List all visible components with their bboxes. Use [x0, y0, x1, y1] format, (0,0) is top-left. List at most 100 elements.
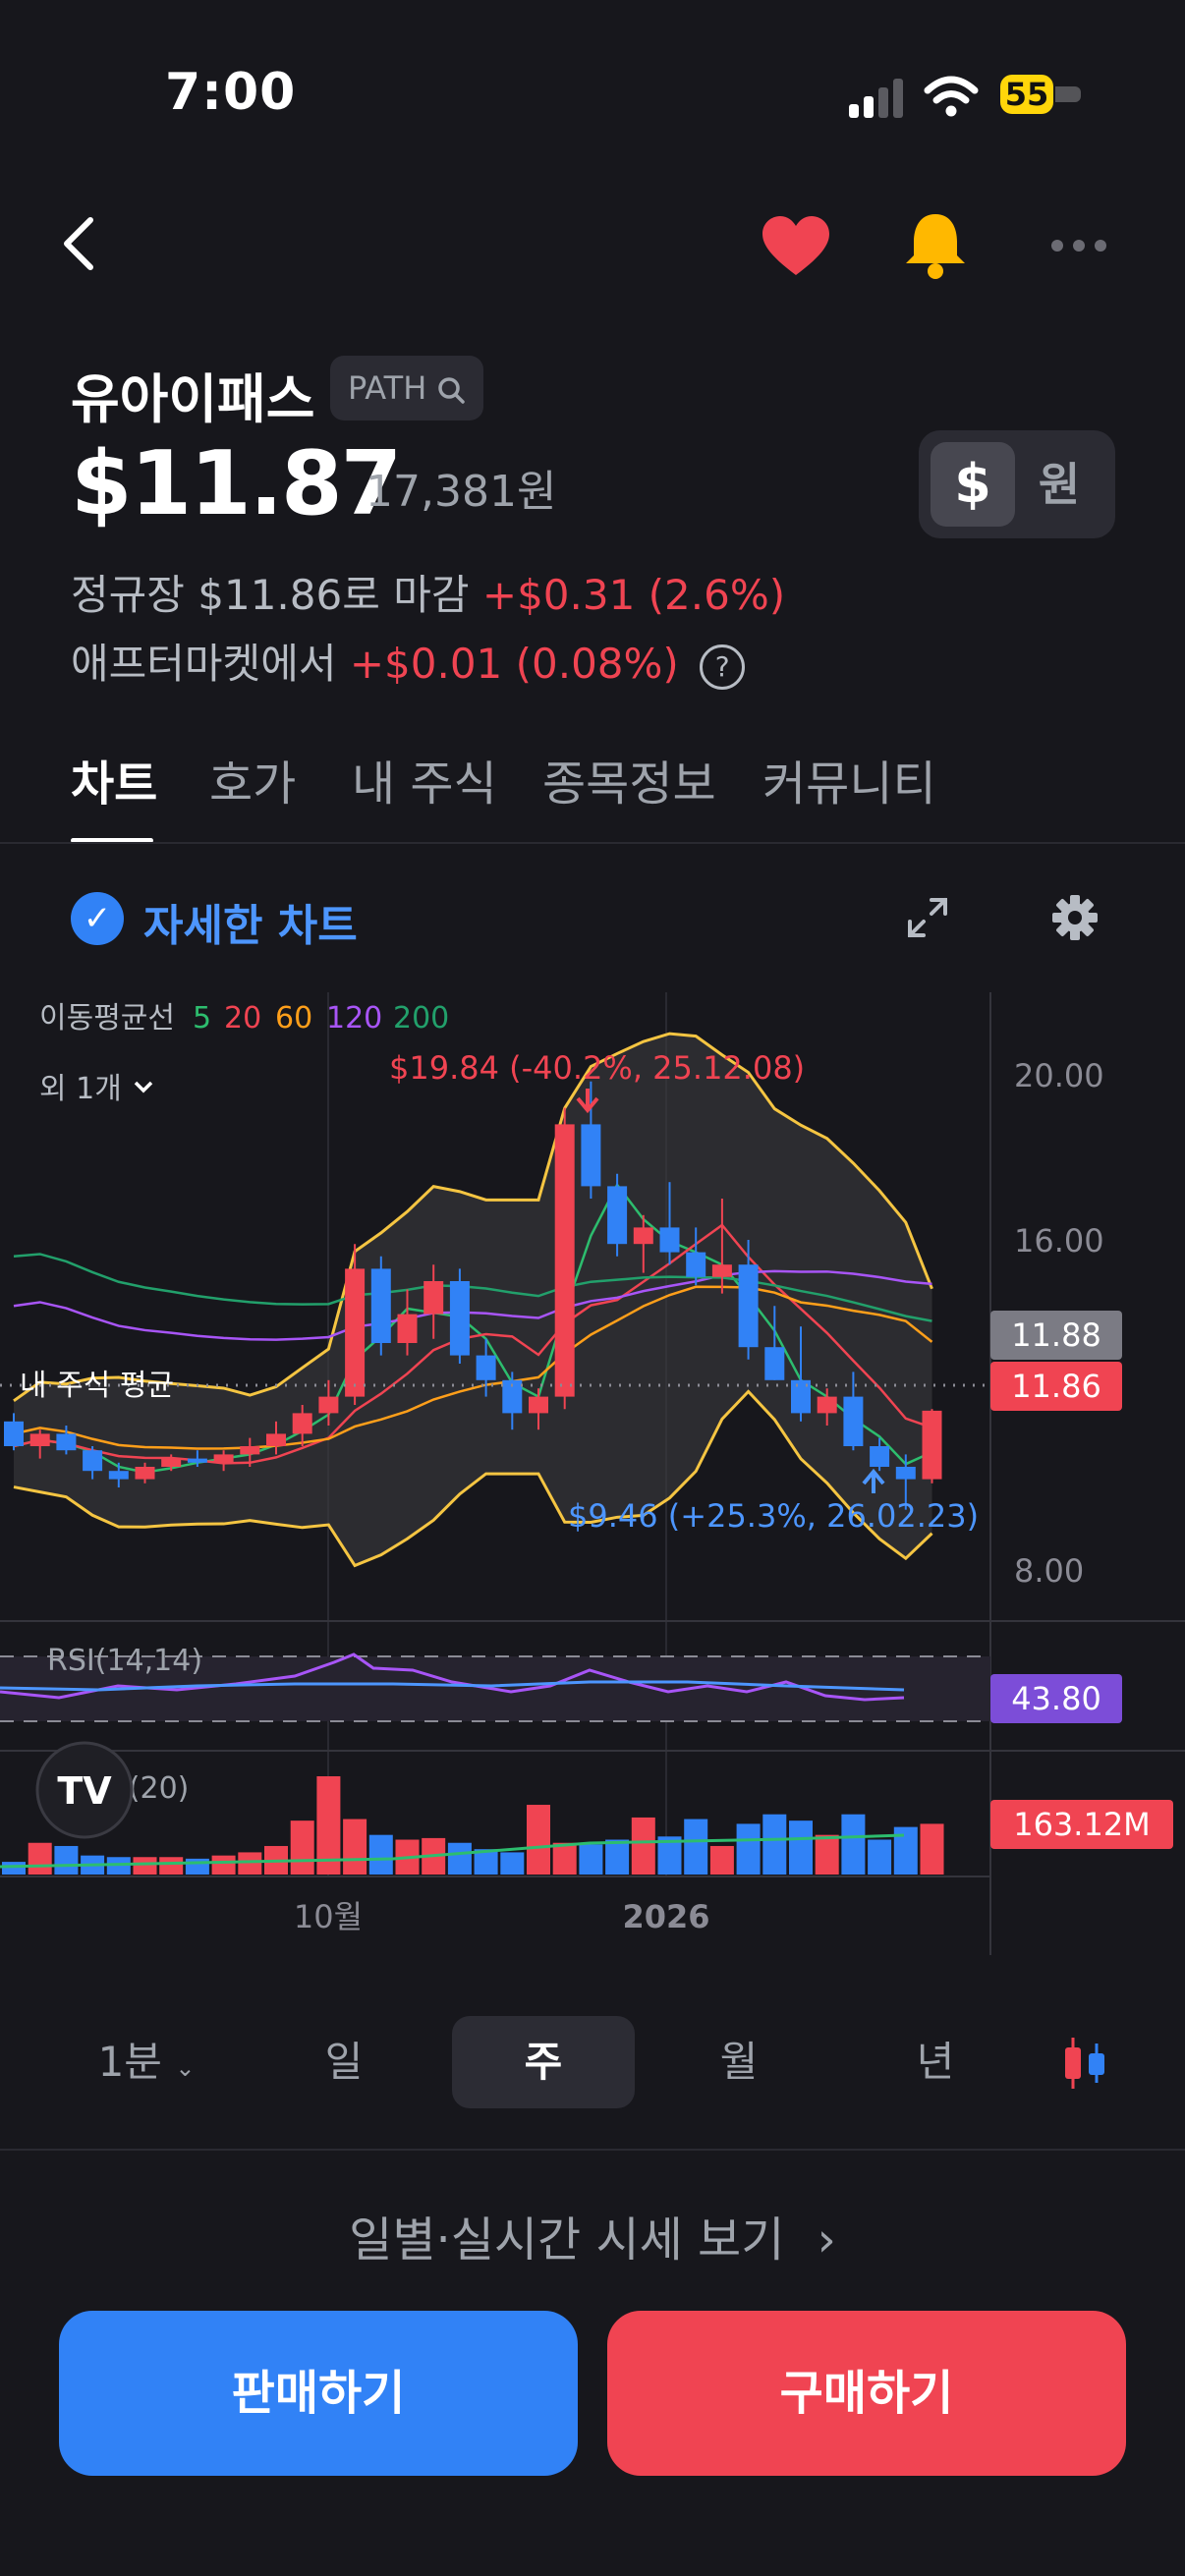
- rsi-panel: RSI(14,14) 43.80: [0, 1644, 1122, 1723]
- candle-body: [240, 1446, 260, 1455]
- candle-body: [607, 1186, 628, 1245]
- volume-bar: [159, 1857, 184, 1875]
- chevron-down-icon: [134, 1081, 153, 1093]
- timeframe-day[interactable]: 일: [324, 2038, 364, 2086]
- current-price-tag: [990, 1362, 1122, 1411]
- realtime-link-label: 일별·실시간 시세 보기: [349, 2212, 785, 2268]
- search-icon: [438, 377, 466, 404]
- help-icon[interactable]: ?: [700, 644, 746, 690]
- volume-bar: [185, 1858, 209, 1875]
- price-annotations: $19.84 (-40.2%, 25.12.08) $9.46 (+25.3%,…: [389, 1049, 979, 1535]
- realtime-quotes-link[interactable]: 일별·실시간 시세 보기 ›: [0, 2201, 1185, 2269]
- more-options-icon[interactable]: [1049, 236, 1108, 255]
- y-tick: 16.00: [1014, 1222, 1104, 1260]
- current-price-tag-text: 11.86: [1011, 1368, 1101, 1405]
- volume-value: 163.12M: [1013, 1806, 1151, 1843]
- volume-bar: [815, 1834, 839, 1875]
- back-arrow-icon[interactable]: [57, 214, 100, 273]
- band-lower: [13, 1389, 933, 1568]
- candle-body: [870, 1446, 890, 1467]
- ticker-label: PATH: [348, 369, 427, 407]
- volume-bar: [605, 1839, 630, 1875]
- volume-bar: [343, 1819, 367, 1875]
- tab-stock-info[interactable]: 종목정보: [542, 756, 716, 812]
- y-tick: 8.00: [1014, 1552, 1084, 1590]
- tab-my-stock[interactable]: 내 주식: [352, 756, 497, 812]
- volume-bar: [527, 1805, 550, 1875]
- bell-icon[interactable]: [902, 210, 969, 281]
- volume-bar: [500, 1852, 525, 1875]
- heart-icon[interactable]: [761, 214, 831, 279]
- stock-chart[interactable]: 이동평균선 5 20 60 120 200 외 1개 $19.84 (-40.2…: [0, 982, 1185, 1965]
- candle-body: [56, 1433, 77, 1451]
- ma-200-line: [13, 1253, 932, 1322]
- x-label-oct: 10월: [294, 1898, 363, 1935]
- close-text: 정규장 $11.86로 마감: [71, 571, 470, 619]
- candle-body: [791, 1379, 811, 1414]
- candle-body: [29, 1433, 50, 1446]
- volume-bar: [684, 1819, 708, 1875]
- volume-bar: [789, 1820, 813, 1875]
- candle-body: [502, 1379, 523, 1414]
- candle-body: [161, 1458, 182, 1467]
- detail-chart-label[interactable]: 자세한 차트: [143, 901, 358, 951]
- rsi-value-tag: [990, 1674, 1122, 1723]
- candle-body: [581, 1124, 601, 1187]
- battery-charging-icon: [1055, 86, 1081, 102]
- current-price: $11.87: [71, 432, 402, 535]
- settings-gear-icon[interactable]: [1051, 894, 1099, 941]
- after-market-line: 애프터마켓에서 +$0.01 (0.08%) ?: [71, 631, 746, 691]
- ticker-badge[interactable]: PATH: [330, 356, 484, 420]
- currency-krw-option[interactable]: 원: [1038, 458, 1081, 511]
- status-time: 7:00: [165, 63, 297, 122]
- volume-bar: [290, 1820, 314, 1875]
- candle-body: [686, 1252, 706, 1277]
- candle-body: [135, 1467, 155, 1480]
- candle-body: [397, 1314, 418, 1343]
- extra-indicators-dropdown[interactable]: 외 1개: [39, 1072, 153, 1106]
- volume-bar: [579, 1844, 603, 1875]
- tab-orderbook[interactable]: 호가: [209, 756, 297, 812]
- band-upper: [13, 1032, 933, 1403]
- candle-body: [922, 1410, 942, 1480]
- ma-120-line: [13, 1269, 932, 1341]
- battery-indicator: 55: [1000, 75, 1053, 114]
- expand-icon[interactable]: [906, 896, 949, 939]
- candlestick-series: [4, 1081, 942, 1510]
- sell-button[interactable]: 판매하기: [59, 2311, 578, 2476]
- volume-bar: [133, 1857, 157, 1875]
- x-label-2026: 2026: [622, 1898, 709, 1935]
- timeframe-1min[interactable]: 1분 ⌄: [83, 2016, 210, 2108]
- candle-body: [554, 1124, 575, 1397]
- checkbox-checked-icon[interactable]: ✓: [71, 892, 124, 945]
- buy-button[interactable]: 구매하기: [607, 2311, 1126, 2476]
- candle-body: [476, 1355, 496, 1380]
- volume-bar: [552, 1842, 577, 1875]
- my-average-line: 내 주식 평균: [0, 1369, 990, 1403]
- candle-body: [213, 1454, 234, 1463]
- candle-type-icon[interactable]: [1059, 2034, 1110, 2093]
- volume-value-tag: [990, 1800, 1173, 1849]
- ma-20-line: [13, 1223, 932, 1465]
- currency-usd-option[interactable]: $: [931, 442, 1015, 527]
- tab-chart[interactable]: 차트: [71, 756, 158, 812]
- chevron-down-icon: ⌄: [175, 2054, 196, 2082]
- timeframe-week[interactable]: 주: [452, 2016, 635, 2108]
- ma-legend-60: 60: [275, 1001, 312, 1036]
- active-tab-indicator: [71, 838, 153, 843]
- close-change: +$0.31 (2.6%): [481, 571, 786, 619]
- y-tick: 20.00: [1014, 1057, 1104, 1094]
- after-change: +$0.01 (0.08%): [349, 640, 679, 688]
- chevron-right-icon: ›: [817, 2212, 836, 2268]
- cellular-signal-icon: [849, 79, 903, 118]
- candle-body: [345, 1268, 366, 1397]
- candle-body: [4, 1421, 24, 1446]
- stock-name: 유아이패스: [71, 368, 315, 430]
- moving-average-lines: [13, 1182, 933, 1474]
- wifi-icon: [924, 76, 979, 117]
- tab-community[interactable]: 커뮤니티: [762, 756, 936, 812]
- timeframe-year[interactable]: 년: [916, 2038, 955, 2086]
- volume-bar: [762, 1814, 787, 1875]
- volume-bar: [106, 1857, 131, 1875]
- timeframe-month[interactable]: 월: [719, 2038, 759, 2086]
